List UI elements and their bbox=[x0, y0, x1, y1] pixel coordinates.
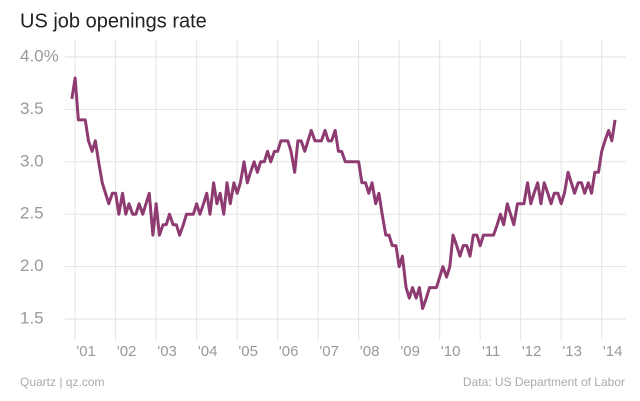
x-tick-label: '07 bbox=[319, 343, 339, 360]
x-tick-label: '12 bbox=[522, 343, 542, 360]
y-tick-label: 2.0 bbox=[20, 256, 44, 275]
y-tick-label: 2.5 bbox=[20, 204, 44, 223]
x-tick-label: '02 bbox=[117, 343, 137, 360]
x-tick-label: '14 bbox=[603, 343, 623, 360]
credit: Quartz | qz.com bbox=[20, 375, 104, 389]
chart-title: US job openings rate bbox=[20, 10, 207, 32]
y-tick-label: 3.0 bbox=[20, 151, 44, 170]
y-tick-label: 1.5 bbox=[20, 309, 44, 328]
x-tick-label: '08 bbox=[360, 343, 380, 360]
x-tick-label: '05 bbox=[238, 343, 258, 360]
data-line bbox=[70, 76, 617, 311]
x-tick-label: '06 bbox=[279, 343, 299, 360]
x-tick-label: '04 bbox=[198, 343, 218, 360]
x-tick-label: '03 bbox=[157, 343, 177, 360]
source: Data: US Department of Labor bbox=[463, 375, 625, 389]
y-tick-label: 3.5 bbox=[20, 99, 44, 118]
x-tick-label: '01 bbox=[76, 343, 96, 360]
y-tick-label: 4.0% bbox=[20, 46, 59, 65]
x-tick-label: '11 bbox=[482, 343, 500, 360]
x-tick-label: '09 bbox=[400, 343, 420, 360]
x-tick-label: '13 bbox=[562, 343, 582, 360]
x-tick-label: '10 bbox=[441, 343, 461, 360]
